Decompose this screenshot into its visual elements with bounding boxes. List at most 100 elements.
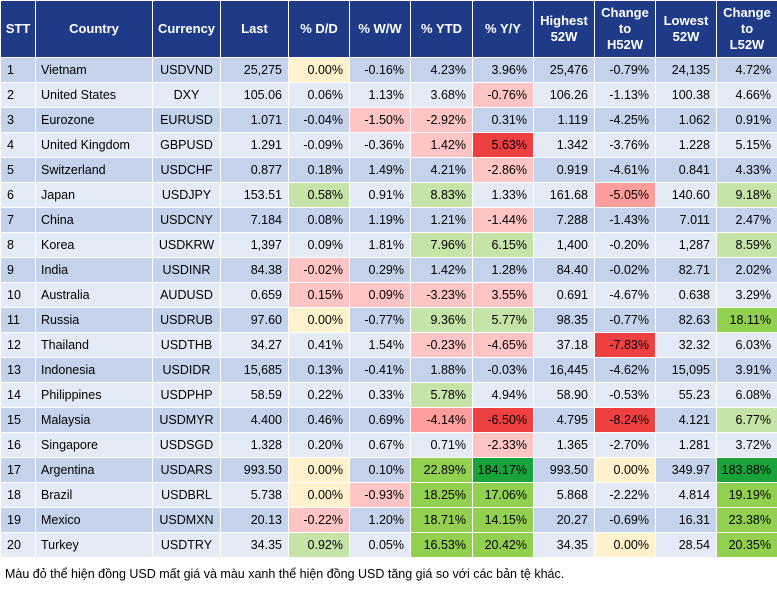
cell-chg-low: 23.38%: [716, 507, 777, 533]
cell-chg-low: 2.02%: [716, 257, 777, 283]
header-last: Last: [220, 0, 289, 58]
cell-stt: 13: [0, 357, 36, 383]
cell-currency: USDKRW: [152, 232, 221, 258]
cell-currency: USDARS: [152, 457, 221, 483]
cell-ytd: 22.89%: [410, 457, 473, 483]
cell-country: Thailand: [35, 332, 153, 358]
cell-yy: 184.17%: [472, 457, 534, 483]
cell-currency: USDMXN: [152, 507, 221, 533]
cell-yy: 6.15%: [472, 232, 534, 258]
cell-chg-high: -1.43%: [594, 207, 656, 233]
header-low: Lowest 52W: [655, 0, 717, 58]
cell-low: 16.31: [655, 507, 717, 533]
fx-table: STT Country Currency Last% D/D% W/W% YTD% Y…: [0, 0, 777, 558]
cell-low: 15,095: [655, 357, 717, 383]
cell-country: Indonesia: [35, 357, 153, 383]
header-currency: Currency: [152, 0, 221, 58]
cell-chg-high: 0.00%: [594, 532, 656, 558]
table-row: 18 Brazil USDBRL 5.738 0.00% -0.93% 18.25% 17.0…: [0, 482, 777, 508]
cell-dd: 0.06%: [288, 82, 350, 108]
header-high: Highest 52W: [533, 0, 595, 58]
cell-high: 37.18: [533, 332, 595, 358]
cell-high: 16,445: [533, 357, 595, 383]
cell-yy: 17.06%: [472, 482, 534, 508]
cell-chg-low: 9.18%: [716, 182, 777, 208]
table-row: 12 Thailand USDTHB 34.27 0.41% 1.54% -0.23% -4.…: [0, 332, 777, 358]
table-row: 4 United Kingdom GBPUSD 1.291 -0.09% -0.36% 1.…: [0, 132, 777, 158]
cell-low: 32.32: [655, 332, 717, 358]
cell-low: 1.228: [655, 132, 717, 158]
cell-dd: 0.08%: [288, 207, 350, 233]
cell-country: Korea: [35, 232, 153, 258]
cell-high: 106.26: [533, 82, 595, 108]
cell-dd: 0.20%: [288, 432, 350, 458]
cell-stt: 8: [0, 232, 36, 258]
cell-chg-high: -3.76%: [594, 132, 656, 158]
table-row: 5 Switzerland USDCHF 0.877 0.18% 1.49% 4.21% -2…: [0, 157, 777, 183]
cell-yy: 5.63%: [472, 132, 534, 158]
cell-dd: -0.09%: [288, 132, 350, 158]
cell-chg-low: 4.33%: [716, 157, 777, 183]
table-row: 14 Philippines USDPHP 58.59 0.22% 0.33% 5.78% 4…: [0, 382, 777, 408]
cell-last: 1.291: [220, 132, 289, 158]
cell-chg-high: -0.69%: [594, 507, 656, 533]
cell-ytd: -4.14%: [410, 407, 473, 433]
cell-last: 993.50: [220, 457, 289, 483]
cell-dd: 0.13%: [288, 357, 350, 383]
cell-chg-high: -4.25%: [594, 107, 656, 133]
cell-low: 1,287: [655, 232, 717, 258]
cell-stt: 6: [0, 182, 36, 208]
cell-chg-high: -4.62%: [594, 357, 656, 383]
cell-dd: 0.00%: [288, 307, 350, 333]
cell-chg-high: -5.05%: [594, 182, 656, 208]
footnote: Màu đỏ thể hiện đồng USD mất giá và màu …: [5, 567, 565, 581]
cell-country: Malaysia: [35, 407, 153, 433]
cell-chg-low: 6.08%: [716, 382, 777, 408]
cell-dd: 0.22%: [288, 382, 350, 408]
cell-ww: -1.50%: [349, 107, 411, 133]
cell-high: 20.27: [533, 507, 595, 533]
cell-ww: -0.93%: [349, 482, 411, 508]
cell-dd: 0.18%: [288, 157, 350, 183]
cell-chg-low: 2.47%: [716, 207, 777, 233]
header-chg-high: Change to H52W: [594, 0, 656, 58]
table-body: 1 Vietnam USDVND 25,275 0.00% -0.16% 4.23% 3.96…: [0, 57, 777, 558]
cell-ytd: 3.68%: [410, 82, 473, 108]
cell-high: 1.119: [533, 107, 595, 133]
cell-ytd: 1.21%: [410, 207, 473, 233]
cell-ytd: 9.36%: [410, 307, 473, 333]
header-ytd: % YTD: [410, 0, 473, 58]
cell-stt: 17: [0, 457, 36, 483]
cell-currency: USDTHB: [152, 332, 221, 358]
cell-chg-high: -8.24%: [594, 407, 656, 433]
cell-currency: USDMYR: [152, 407, 221, 433]
table-row: 7 China USDCNY 7.184 0.08% 1.19% 1.21% -1.44% 7.…: [0, 207, 777, 233]
cell-low: 55.23: [655, 382, 717, 408]
cell-yy: -1.44%: [472, 207, 534, 233]
cell-dd: 0.00%: [288, 457, 350, 483]
cell-last: 7.184: [220, 207, 289, 233]
cell-yy: -2.86%: [472, 157, 534, 183]
cell-ytd: 18.71%: [410, 507, 473, 533]
cell-country: Singapore: [35, 432, 153, 458]
cell-last: 153.51: [220, 182, 289, 208]
cell-last: 34.35: [220, 532, 289, 558]
cell-last: 0.877: [220, 157, 289, 183]
cell-currency: USDSGD: [152, 432, 221, 458]
cell-country: India: [35, 257, 153, 283]
cell-chg-low: 4.66%: [716, 82, 777, 108]
cell-last: 0.659: [220, 282, 289, 308]
cell-chg-low: 19.19%: [716, 482, 777, 508]
cell-dd: 0.00%: [288, 57, 350, 83]
cell-last: 1.328: [220, 432, 289, 458]
cell-chg-high: -2.70%: [594, 432, 656, 458]
cell-high: 1.365: [533, 432, 595, 458]
cell-currency: USDJPY: [152, 182, 221, 208]
header-country: Country: [35, 0, 153, 58]
cell-dd: 0.58%: [288, 182, 350, 208]
cell-dd: 0.46%: [288, 407, 350, 433]
cell-stt: 15: [0, 407, 36, 433]
cell-currency: USDCNY: [152, 207, 221, 233]
cell-chg-low: 0.91%: [716, 107, 777, 133]
cell-high: 0.691: [533, 282, 595, 308]
